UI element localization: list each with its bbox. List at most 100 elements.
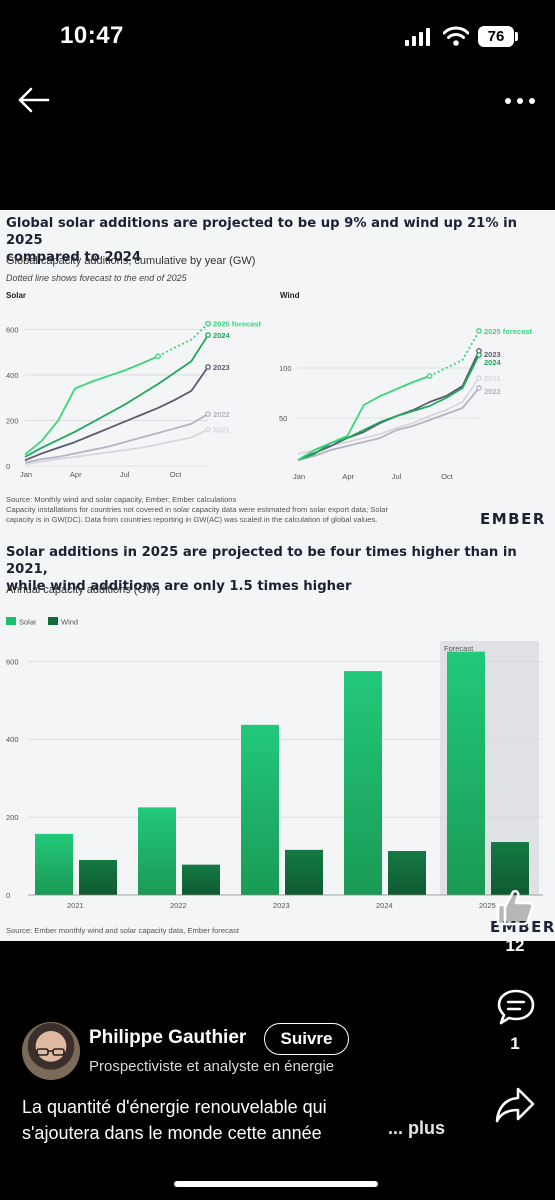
follow-button[interactable]: Suivre [264,1023,349,1055]
series-line [24,428,209,466]
ember-logo: EMBER [480,510,546,528]
bottom-chart-subtitle: Annual capacity additions (GW) [6,584,161,596]
bottom-title-line1: Solar additions in 2025 are projected to… [6,545,517,577]
x-tick-label: 2025 [479,901,496,910]
legend-wind-swatch [48,617,58,625]
wifi-icon [443,26,469,46]
x-tick-label: Jul [392,472,402,481]
bar-wind-2023 [285,849,323,895]
top-source-line2: Capacity installations for countries not… [6,505,388,514]
more-icon[interactable] [504,96,538,106]
bottom-chart-title: Solar additions in 2025 are projected to… [6,544,551,595]
like-count: 12 [505,936,525,955]
legend-solar-swatch [6,617,16,625]
series-label: 2024 [484,358,502,367]
solar-line-chart: Solar 0 200 400 600 Jan Apr Jul Oct 2021 2022 2023 2… [6,291,261,479]
series-end-point [205,364,211,370]
legend-wind-label: Wind [61,618,78,627]
y-tick-label: 100 [279,364,292,373]
top-chart-note: Dotted line shows forecast to the end of… [6,273,187,283]
series-label: 2021 [213,426,230,435]
y-tick-label: 50 [279,414,287,423]
series-label: 2022 [484,387,501,396]
x-tick-label: 2022 [170,901,187,910]
bar-solar-2021 [35,833,73,895]
post-caption: La quantité d'énergie renouvelable qui s… [22,1094,402,1146]
author-avatar[interactable] [22,1022,80,1080]
avatar-face [36,1048,65,1056]
x-tick-label: Apr [70,470,82,479]
post-image[interactable]: Global solar additions are projected to … [0,210,555,941]
series-line [24,355,159,456]
series-end-point [476,352,482,358]
forecast-line [429,330,480,377]
series-label: 2025 forecast [484,327,532,336]
x-tick-label: Jan [20,470,32,479]
series-label: 2022 [213,410,230,419]
series-label: 2023 [484,350,501,359]
panel-title: Solar [6,291,26,300]
y-tick-label: 400 [6,371,19,380]
x-tick-label: 2024 [376,901,393,910]
series-label: 2025 forecast [213,320,261,329]
x-tick-label: 2021 [67,901,84,910]
series-line [24,334,209,458]
battery-tip [515,32,518,41]
bar-wind-2025 [491,842,529,895]
panel-title: Wind [280,291,300,300]
series-end-point [476,385,482,391]
series-end-point [205,320,211,327]
bottom-chart-source: Source: Ember monthly wind and solar cap… [6,926,239,935]
y-tick-label: 600 [6,657,19,666]
legend-solar-label: Solar [19,618,37,627]
bar-solar-2022 [138,807,176,895]
top-chart-title-line1: Global solar additions are projected to … [6,216,518,248]
y-tick-label: 200 [6,813,19,822]
caption-line1: La quantité d'énergie renouvelable qui [22,1097,327,1117]
x-tick-label: Oct [441,472,454,481]
top-chart-title: Global solar additions are projected to … [6,215,551,266]
battery-indicator: 76 [478,26,514,47]
series-line [297,375,430,461]
top-chart-title-line2: compared to 2024 [6,250,142,265]
series-label: 2023 [213,363,230,372]
x-tick-label: Jul [120,470,130,479]
like-icon[interactable] [494,887,536,927]
y-tick-label: 200 [6,416,19,425]
forecast-label: Forecast [444,644,474,653]
see-more-link[interactable]: ... plus [388,1118,446,1138]
series-end-point [205,332,211,338]
back-arrow-icon[interactable] [16,86,50,114]
forecast-point [426,373,433,379]
series-label: 2024 [213,331,231,340]
share-icon[interactable] [494,1086,536,1124]
bottom-title-line2: while wind additions are only 1.5 times … [6,579,352,594]
series-label: 2021 [484,374,501,383]
series-line [24,413,209,464]
comment-count: 1 [510,1034,520,1053]
bar-wind-2024 [388,850,426,895]
series-line [297,350,480,461]
x-tick-label: Apr [342,472,354,481]
annual-additions-bar-chart: Solar Wind Forecast 0 200 400 600 2021 2022 2023 2… [6,617,543,910]
comment-icon[interactable] [496,988,536,1026]
x-tick-label: Oct [170,470,183,479]
bar-solar-2024 [344,671,382,895]
forecast-line [157,323,209,358]
author-name[interactable]: Philippe Gauthier [89,1027,247,1048]
top-source-line3: capacity is in GW(DC). Data from countri… [6,515,378,524]
series-end-point [205,426,211,433]
series-line [297,387,480,461]
top-chart-source: Source: Monthly wind and solar capacity,… [6,495,476,525]
series-line [24,366,209,462]
series-end-point [476,328,482,334]
y-tick-label: 600 [6,325,19,334]
series-line [297,377,480,455]
home-indicator[interactable] [174,1181,378,1187]
series-end-point [476,375,482,381]
author-headline: Prospectiviste et analyste en énergie [89,1058,335,1075]
status-time: 10:47 [60,22,124,49]
top-chart-subtitle: Global capacity additions, cumulative by… [6,255,256,267]
y-tick-label: 0 [6,462,10,471]
